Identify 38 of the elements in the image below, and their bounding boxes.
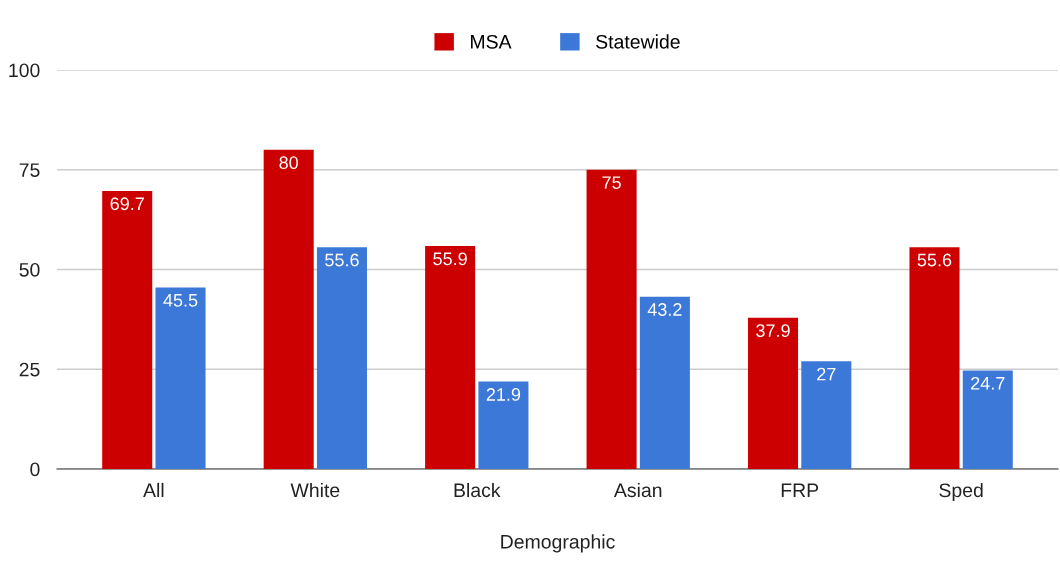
x-axis-title: Demographic [501,534,615,553]
data-label: 55.6 [917,253,952,267]
legend-label: Statewide [596,34,680,49]
data-label: 21.9 [486,388,521,401]
bar [962,370,1013,469]
data-label: 27 [817,367,836,381]
bar [263,149,314,469]
bar [102,190,153,469]
x-tick-label: White [290,482,340,498]
bar [316,247,367,469]
data-label: 55.6 [325,253,359,267]
bar [909,247,960,469]
data-label: 24.7 [971,376,1005,390]
data-label: 45.5 [163,294,198,307]
data-label: 69.7 [110,197,144,211]
y-tick-label: 25 [19,362,40,377]
data-label: 37.9 [756,324,790,338]
legend-label: MSA [471,34,512,49]
x-tick-label: Asian [613,482,662,498]
y-tick-label: 75 [19,163,40,177]
bar [639,296,690,469]
bar [155,287,206,469]
y-tick-label: 100 [9,63,40,78]
y-tick-label: 50 [19,262,40,277]
x-tick-label: Black [454,482,501,498]
x-tick-label: FRP [781,483,819,497]
x-tick-label: Sped [939,482,983,502]
y-tick-label: 0 [30,462,40,477]
data-label: 75 [602,176,621,189]
bar [586,169,637,469]
data-label: 80 [279,156,299,170]
data-label: 55.9 [433,252,467,266]
bar [748,317,799,469]
bar [478,381,529,469]
data-label: 43.2 [647,303,682,316]
bar [801,361,852,469]
bar [425,245,476,469]
x-tick-label: All [143,482,164,497]
